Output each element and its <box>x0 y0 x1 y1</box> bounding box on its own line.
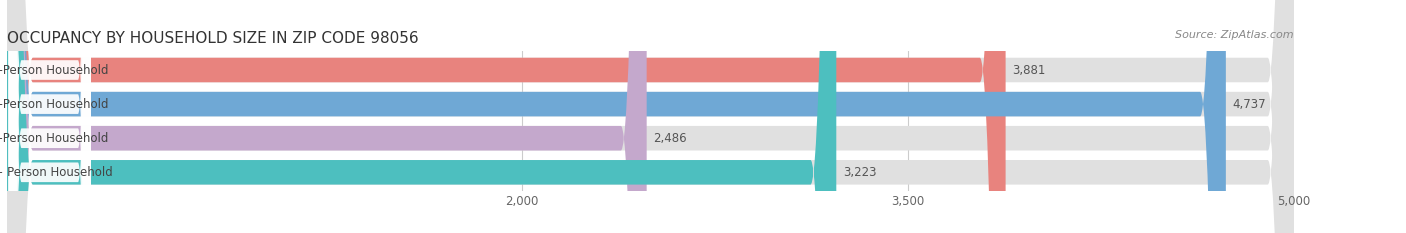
Text: 1-Person Household: 1-Person Household <box>0 64 108 76</box>
Text: OCCUPANCY BY HOUSEHOLD SIZE IN ZIP CODE 98056: OCCUPANCY BY HOUSEHOLD SIZE IN ZIP CODE … <box>7 31 419 46</box>
FancyBboxPatch shape <box>8 0 91 233</box>
FancyBboxPatch shape <box>7 0 1294 233</box>
Text: Source: ZipAtlas.com: Source: ZipAtlas.com <box>1175 30 1294 40</box>
FancyBboxPatch shape <box>7 0 1294 233</box>
FancyBboxPatch shape <box>7 0 1005 233</box>
FancyBboxPatch shape <box>7 0 1226 233</box>
FancyBboxPatch shape <box>7 0 837 233</box>
Text: 4+ Person Household: 4+ Person Household <box>0 166 112 179</box>
FancyBboxPatch shape <box>8 0 91 233</box>
Text: 2,486: 2,486 <box>654 132 686 145</box>
Text: 3,223: 3,223 <box>842 166 876 179</box>
FancyBboxPatch shape <box>7 0 647 233</box>
Text: 2-Person Household: 2-Person Household <box>0 98 108 111</box>
FancyBboxPatch shape <box>8 0 91 233</box>
Text: 4,737: 4,737 <box>1232 98 1265 111</box>
FancyBboxPatch shape <box>7 0 1294 233</box>
Text: 3,881: 3,881 <box>1012 64 1046 76</box>
FancyBboxPatch shape <box>8 0 91 233</box>
Text: 3-Person Household: 3-Person Household <box>0 132 108 145</box>
FancyBboxPatch shape <box>7 0 1294 233</box>
